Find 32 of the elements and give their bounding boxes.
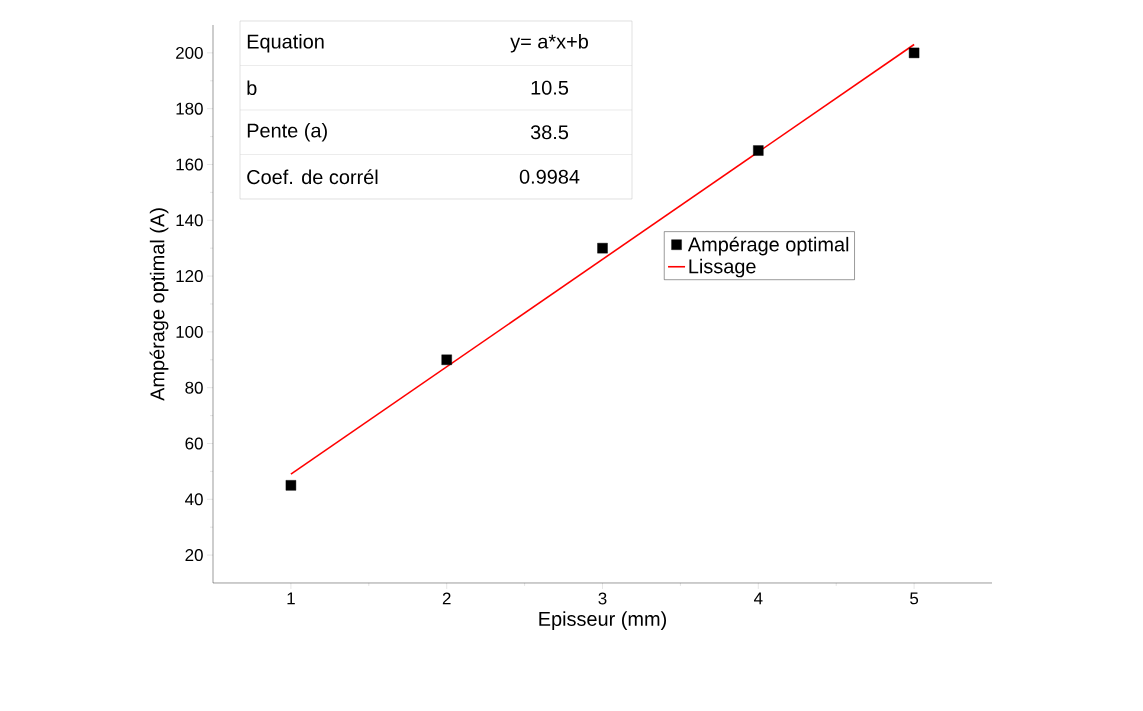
x-tick-label: 2 — [442, 592, 451, 605]
annotation: 0.9984 — [519, 169, 580, 184]
point — [597, 242, 608, 254]
annotation: 10.5 — [531, 80, 569, 95]
x-tick-label: 5 — [910, 592, 919, 605]
x-axis-title: Episseur (mm) — [539, 611, 667, 630]
annotation: Coef. de corrél — [247, 169, 378, 185]
y-tick-label: 120 — [176, 270, 203, 283]
legend-label: Lissage — [689, 258, 756, 278]
annotation: Pente (a) — [247, 122, 327, 142]
point — [285, 480, 297, 491]
annotation: 38.5 — [530, 125, 569, 140]
legend-label: Ampérage optimal — [687, 236, 849, 256]
point — [441, 354, 452, 365]
y-tick-label: 160 — [176, 158, 203, 171]
annotation: y= a*x+b — [510, 33, 588, 53]
x-tick-label: 1 — [287, 592, 295, 605]
x-tick-label: 4 — [753, 592, 763, 605]
y-tick-label: 140 — [176, 214, 203, 227]
point — [908, 47, 920, 59]
y-axis-title: Ampérage optimal (A) — [149, 208, 169, 401]
y-tick-label: 80 — [185, 381, 203, 394]
y-tick-label: 40 — [185, 493, 203, 506]
y-tick-label: 180 — [176, 102, 203, 115]
y-tick-label: 200 — [176, 46, 203, 59]
x-tick-label: 3 — [598, 592, 607, 605]
annotation: b — [247, 80, 257, 96]
annotation: Equation — [247, 33, 324, 53]
y-tick-label: 20 — [185, 549, 203, 562]
y-tick-label: 100 — [176, 325, 203, 338]
point — [753, 145, 764, 156]
y-tick-label: 60 — [185, 437, 203, 450]
